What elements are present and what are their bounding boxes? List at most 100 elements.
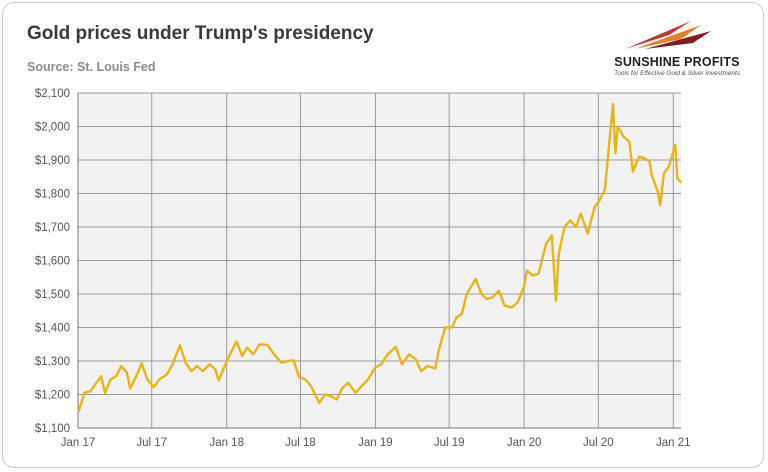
data-point [217, 379, 220, 382]
data-point [628, 140, 631, 143]
x-tick-label: Jan 18 [209, 437, 244, 449]
data-point [266, 344, 269, 346]
data-point [292, 359, 295, 362]
data-point [386, 353, 389, 356]
data-point [201, 370, 204, 372]
data-point [460, 313, 463, 315]
data-point [374, 366, 376, 369]
data-point [146, 378, 149, 381]
data-point [100, 375, 103, 377]
data-point [563, 226, 566, 228]
y-tick-label: $1,800 [35, 189, 70, 201]
y-tick-label: $1,600 [35, 256, 70, 268]
data-point [550, 234, 553, 237]
data-point [184, 361, 187, 364]
x-tick-label: Jan 20 [507, 437, 542, 449]
data-point [656, 190, 659, 193]
x-tick-label: Jan 21 [656, 437, 691, 449]
data-point [679, 180, 682, 183]
data-point [638, 155, 640, 158]
data-point [586, 232, 589, 235]
data-point [426, 365, 429, 367]
data-point [77, 410, 80, 412]
data-point [120, 365, 123, 367]
data-point [196, 365, 198, 367]
data-point [557, 252, 560, 255]
chart-subtitle: Source: St. Louis Fed [27, 60, 156, 74]
y-tick-label: $1,300 [35, 356, 70, 368]
y-tick-label: $1,700 [35, 222, 70, 234]
data-point [485, 298, 488, 300]
data-point [667, 165, 670, 168]
x-tick-label: Jul 18 [285, 437, 316, 449]
data-point [569, 219, 572, 222]
data-point [367, 378, 369, 381]
data-point [171, 363, 174, 366]
data-point [597, 201, 600, 203]
data-point [438, 348, 440, 351]
data-point [214, 368, 217, 371]
data-point [451, 326, 453, 329]
data-point [444, 326, 446, 329]
data-point [650, 174, 653, 177]
data-point [394, 346, 397, 348]
y-tick-label: $2,100 [35, 88, 70, 100]
data-point [608, 145, 610, 148]
data-point [208, 363, 211, 366]
data-point [298, 376, 301, 378]
data-point [474, 278, 477, 280]
x-tick-label: Jan 17 [61, 437, 96, 449]
data-point [330, 395, 332, 398]
data-point [616, 125, 619, 128]
chart-title: Gold prices under Trump's presidency [27, 23, 374, 44]
data-point [537, 273, 540, 275]
data-point [165, 373, 168, 376]
data-point [126, 371, 128, 374]
data-point [258, 343, 261, 346]
data-point [612, 103, 614, 105]
data-point [531, 274, 534, 277]
data-point [324, 393, 327, 396]
data-point [593, 206, 596, 208]
data-point [310, 385, 312, 387]
y-tick-label: $1,500 [35, 289, 70, 301]
data-point [135, 375, 138, 377]
x-tick-label: Jan 19 [358, 437, 393, 449]
data-point [503, 304, 506, 307]
data-point [575, 226, 577, 228]
y-tick-label: $2,000 [35, 122, 70, 134]
data-point [140, 362, 143, 365]
data-point [360, 385, 363, 387]
data-point [545, 242, 547, 245]
data-point [434, 367, 437, 370]
data-point [480, 293, 483, 295]
data-point [335, 398, 338, 401]
data-point [179, 344, 181, 347]
data-point [663, 172, 665, 175]
data-point [555, 299, 557, 302]
data-point [104, 391, 106, 394]
data-point [659, 204, 662, 207]
data-point [614, 152, 617, 155]
data-point [455, 316, 458, 319]
data-point [676, 177, 679, 180]
data-point [318, 402, 321, 404]
data-point [354, 391, 357, 394]
data-point [95, 381, 98, 384]
data-point [579, 212, 582, 215]
logo-tagline: Tools for Effective Gold & Silver Invest… [614, 70, 740, 77]
data-point [271, 351, 274, 354]
data-point [190, 370, 193, 372]
x-tick-label: Jul 17 [136, 437, 167, 449]
data-point [223, 365, 226, 367]
y-tick-label: $1,900 [35, 155, 70, 167]
data-point [229, 352, 232, 355]
data-point [152, 386, 155, 388]
data-point [401, 363, 403, 366]
data-point [380, 363, 382, 366]
data-point [280, 361, 283, 364]
data-point [674, 144, 677, 146]
data-point [622, 135, 625, 138]
data-point [115, 375, 118, 377]
